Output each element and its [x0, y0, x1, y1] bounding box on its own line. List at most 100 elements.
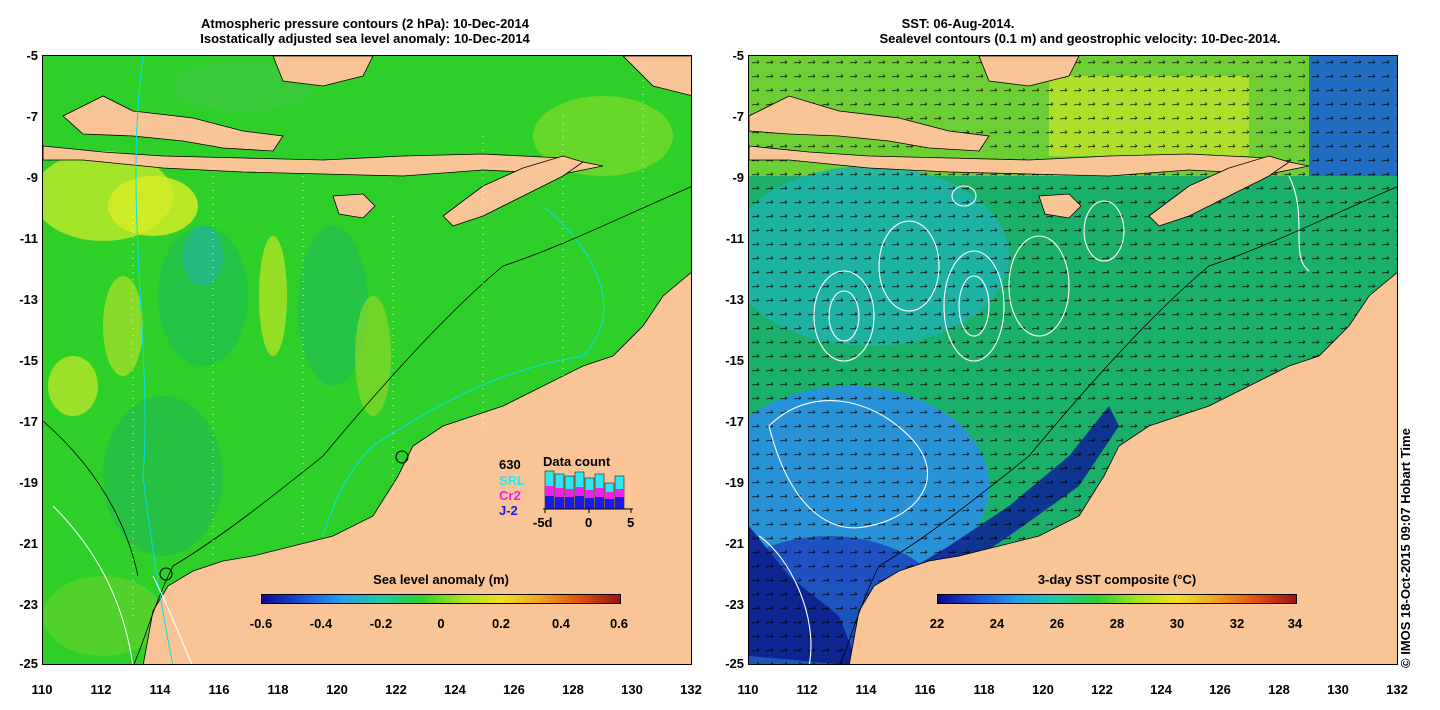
shelf-contour — [43, 420, 139, 577]
right-y-tick: -23 — [725, 597, 744, 612]
sla-colorbar-tick: 0.2 — [491, 616, 511, 631]
sla-colorbar-tick: -0.4 — [309, 616, 333, 631]
histogram-bar — [585, 490, 594, 498]
sst-colorbar-tick: 30 — [1169, 616, 1185, 631]
histogram-bars — [544, 470, 625, 510]
tide-gauge-marker — [395, 450, 409, 464]
sea-level-contour — [958, 275, 990, 337]
tide-gauge-marker — [159, 567, 173, 581]
histogram-bar — [575, 496, 584, 509]
sst-colorbar-tick: 22 — [929, 616, 945, 631]
lesser-sunda-islands — [43, 145, 604, 177]
shelf-contour — [839, 186, 1397, 664]
data-count-histogram — [543, 470, 633, 513]
histogram-bar — [555, 488, 564, 497]
sea-level-contour — [1288, 175, 1310, 272]
left-y-tick: -19 — [19, 475, 38, 490]
left-y-tick: -7 — [26, 109, 38, 124]
northern-land — [622, 56, 691, 96]
sla-anomaly-blob — [183, 226, 223, 286]
right-x-tick: 130 — [1327, 682, 1349, 697]
sst-map-graphics — [749, 56, 1397, 664]
right-panel-subtitle: Sealevel contours (0.1 m) and geostrophi… — [879, 31, 1281, 46]
sst-map[interactable]: 3-day SST composite (°C) 22 24 26 28 30 … — [748, 55, 1398, 665]
sst-colorbar-tick: 34 — [1287, 616, 1303, 631]
pressure-contour — [52, 505, 134, 664]
left-x-tick: 126 — [503, 682, 525, 697]
left-x-tick: 130 — [621, 682, 643, 697]
sla-anomaly-blob — [533, 96, 673, 176]
pressure-contour — [152, 575, 193, 664]
sst-colorbar-tick: 28 — [1109, 616, 1125, 631]
sst-colorbar-title: 3-day SST composite (°C) — [1037, 572, 1197, 587]
left-y-tick: -21 — [19, 536, 38, 551]
left-panel-subtitle: Isostatically adjusted sea level anomaly… — [200, 31, 530, 46]
histogram-tick-label: -5d — [533, 515, 553, 530]
sst-colorbar — [937, 594, 1297, 604]
copyright-notice: © IMOS 18-Oct-2015 09:07 Hobart Time — [1398, 428, 1413, 668]
sla-map-graphics — [43, 56, 691, 664]
left-x-tick: 112 — [90, 682, 112, 697]
left-y-tick: -15 — [19, 353, 38, 368]
histogram-bar — [615, 489, 624, 497]
histogram-bar — [605, 492, 614, 499]
right-y-tick: -21 — [725, 536, 744, 551]
timor-island — [442, 155, 584, 227]
sla-anomaly-blob — [103, 396, 223, 556]
histogram-bar — [585, 498, 594, 509]
sea-level-contour — [878, 220, 940, 312]
right-y-tick: -19 — [725, 475, 744, 490]
sea-level-contour — [951, 185, 977, 207]
sla-anomaly-blob — [43, 576, 163, 656]
left-y-tick: -11 — [19, 231, 38, 246]
left-x-tick: 110 — [31, 682, 53, 697]
sea-level-contour — [943, 250, 1005, 362]
sla-colorbar-tick: 0.4 — [551, 616, 571, 631]
data-count-max: 630 — [499, 457, 521, 472]
histogram-bar — [545, 486, 554, 496]
right-y-tick: -5 — [732, 48, 744, 63]
sla-anomaly-blob — [158, 226, 248, 366]
histogram-bar — [545, 496, 554, 509]
sla-colorbar-tick: 0 — [437, 616, 445, 631]
right-panel-title: SST: 06-Aug-2014. — [901, 16, 1015, 31]
sla-colorbar — [261, 594, 621, 604]
histogram-bar — [555, 497, 564, 509]
sla-anomaly-blob — [108, 176, 198, 236]
histogram-tick-label: 0 — [585, 515, 593, 530]
sla-anomaly-blob — [173, 61, 313, 111]
pressure-contour-dotted — [132, 66, 644, 616]
left-x-tick: 116 — [208, 682, 230, 697]
sla-colorbar-tick: 0.6 — [609, 616, 629, 631]
right-y-tick: -17 — [725, 414, 744, 429]
right-x-tick: 118 — [973, 682, 995, 697]
sla-anomaly-blob — [298, 226, 368, 386]
right-y-tick: -15 — [725, 353, 744, 368]
left-x-tick: 120 — [326, 682, 348, 697]
java-island — [749, 95, 990, 152]
northern-land — [978, 56, 1080, 87]
left-y-tick: -17 — [19, 414, 38, 429]
sea-level-anomaly-map[interactable]: 630 SRL Cr2 J-2 Data count — [42, 55, 692, 665]
northern-land — [272, 56, 374, 87]
right-x-tick: 126 — [1209, 682, 1231, 697]
histogram-bar — [565, 489, 574, 497]
left-x-tick: 132 — [680, 682, 702, 697]
sea-level-contour — [828, 290, 860, 342]
histogram-bar — [595, 497, 604, 509]
sea-level-contour — [1083, 200, 1125, 262]
sst-colorbar-tick: 26 — [1049, 616, 1065, 631]
histogram-tick-label: 5 — [627, 515, 635, 530]
left-x-tick: 122 — [385, 682, 407, 697]
sea-level-contour — [1008, 235, 1070, 337]
left-x-tick: 114 — [149, 682, 171, 697]
left-y-tick: -23 — [19, 597, 38, 612]
sumba-island — [1038, 193, 1082, 219]
mission-j2: J-2 — [499, 503, 518, 518]
right-x-tick: 116 — [914, 682, 936, 697]
histogram-bar — [575, 487, 584, 496]
sla-colorbar-tick: -0.6 — [249, 616, 273, 631]
data-count-title: Data count — [543, 454, 611, 469]
right-y-tick: -25 — [725, 656, 744, 671]
sst-colorbar-tick: 32 — [1229, 616, 1245, 631]
